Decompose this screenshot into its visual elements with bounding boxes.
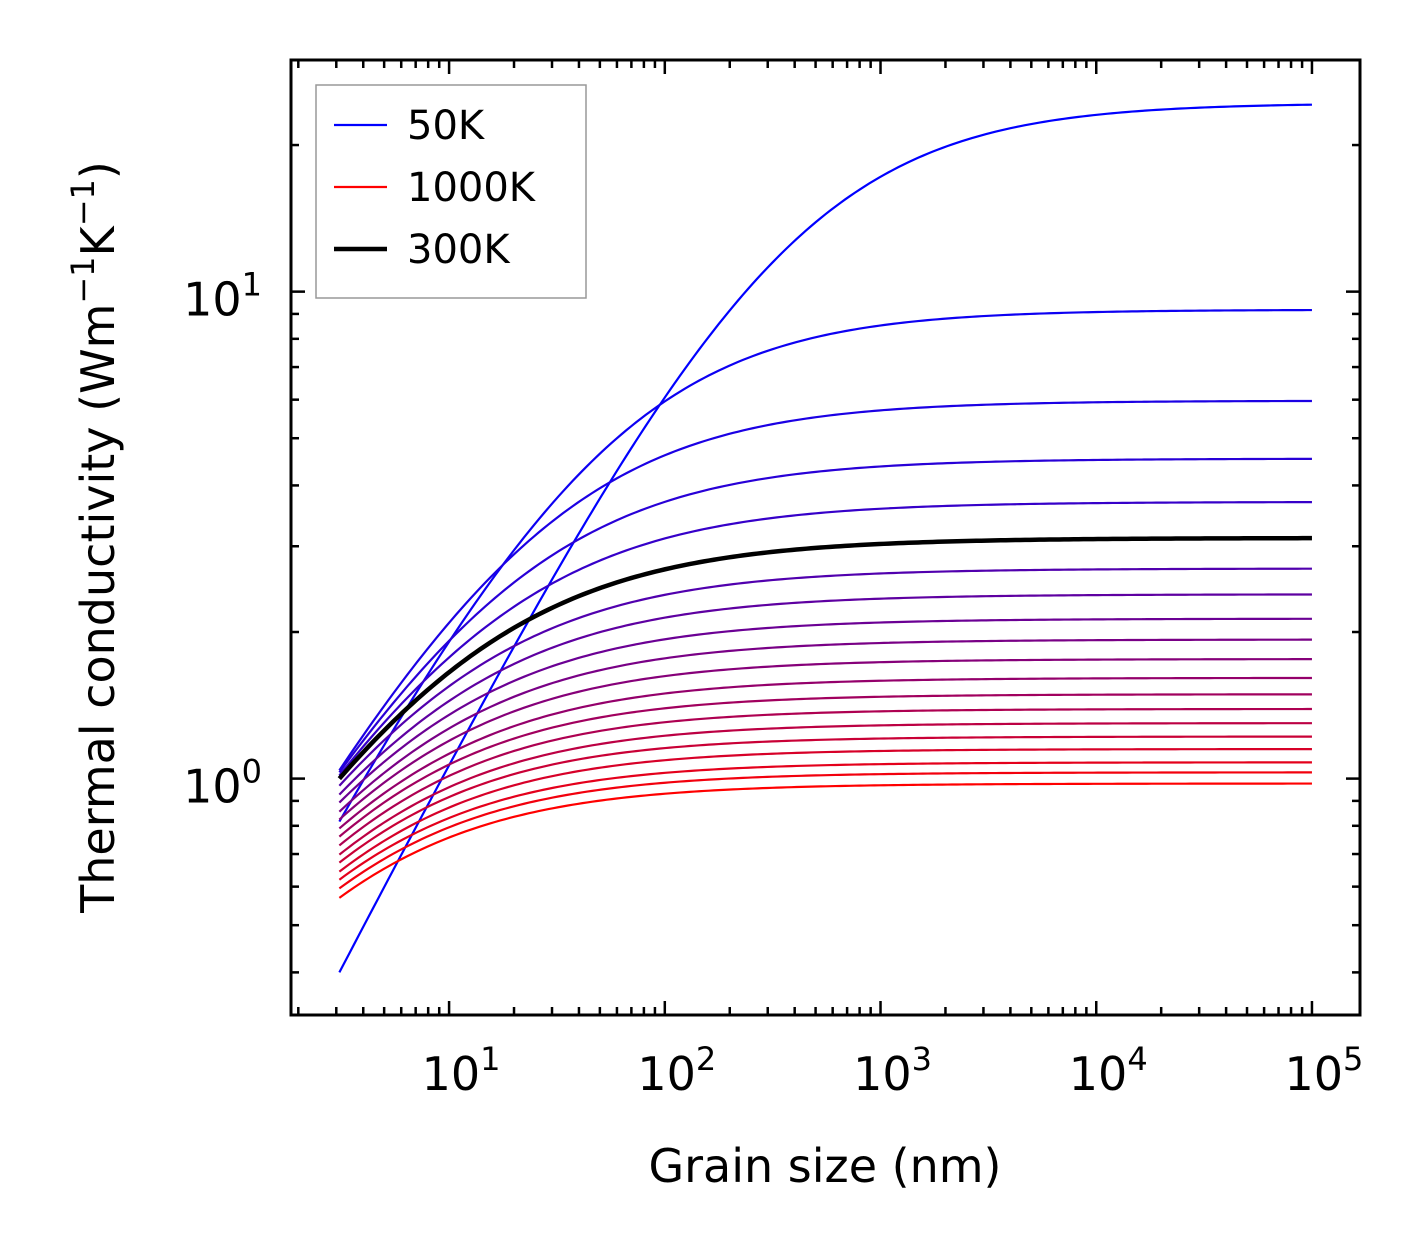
x-tick-label: 102 xyxy=(637,1040,716,1101)
series-line-300K xyxy=(337,535,1312,781)
ticks-layer xyxy=(291,60,1360,1015)
x-tick-label: 104 xyxy=(1069,1040,1148,1101)
legend-label-300K: 300K xyxy=(407,227,511,273)
series-line-600K xyxy=(338,676,1312,830)
plot-frame xyxy=(289,58,1362,1017)
series-line-750K xyxy=(338,722,1312,856)
series-line-550K xyxy=(338,658,1312,821)
series-line-400K xyxy=(338,593,1312,796)
series-line-150K xyxy=(338,399,1312,771)
series-line-700K xyxy=(338,707,1312,847)
series-line-800K xyxy=(338,735,1312,864)
x-tick-label: 105 xyxy=(1285,1040,1364,1101)
legend-box xyxy=(315,84,587,299)
series-line-450K xyxy=(338,617,1312,804)
series-line-650K xyxy=(338,693,1312,838)
series-line-900K xyxy=(338,761,1312,881)
series-line-1000K xyxy=(338,782,1312,899)
series-line-850K xyxy=(338,747,1312,873)
y-tick-label: 100 xyxy=(183,753,262,814)
legend: 50K 1000K 300K xyxy=(315,84,587,299)
series-line-350K xyxy=(338,567,1312,787)
x-tick-label: 103 xyxy=(853,1040,932,1101)
y-tick-label: 101 xyxy=(183,266,262,327)
tick-labels: 101 102 103 104 105 100 101 xyxy=(183,266,1363,1101)
legend-label-50K: 50K xyxy=(407,103,486,149)
series-line-100K xyxy=(338,308,1312,823)
legend-label-1000K: 1000K xyxy=(407,165,537,211)
x-tick-label: 101 xyxy=(422,1040,501,1101)
series-line-200K xyxy=(338,457,1312,774)
y-axis-label: Thermal conductivity (Wm−1K−1) xyxy=(64,161,125,914)
x-axis-label: Grain size (nm) xyxy=(649,1139,1002,1193)
series-line-500K xyxy=(338,638,1312,813)
series-layer xyxy=(337,103,1312,973)
series-line-950K xyxy=(338,771,1312,890)
series-line-250K xyxy=(338,501,1312,777)
